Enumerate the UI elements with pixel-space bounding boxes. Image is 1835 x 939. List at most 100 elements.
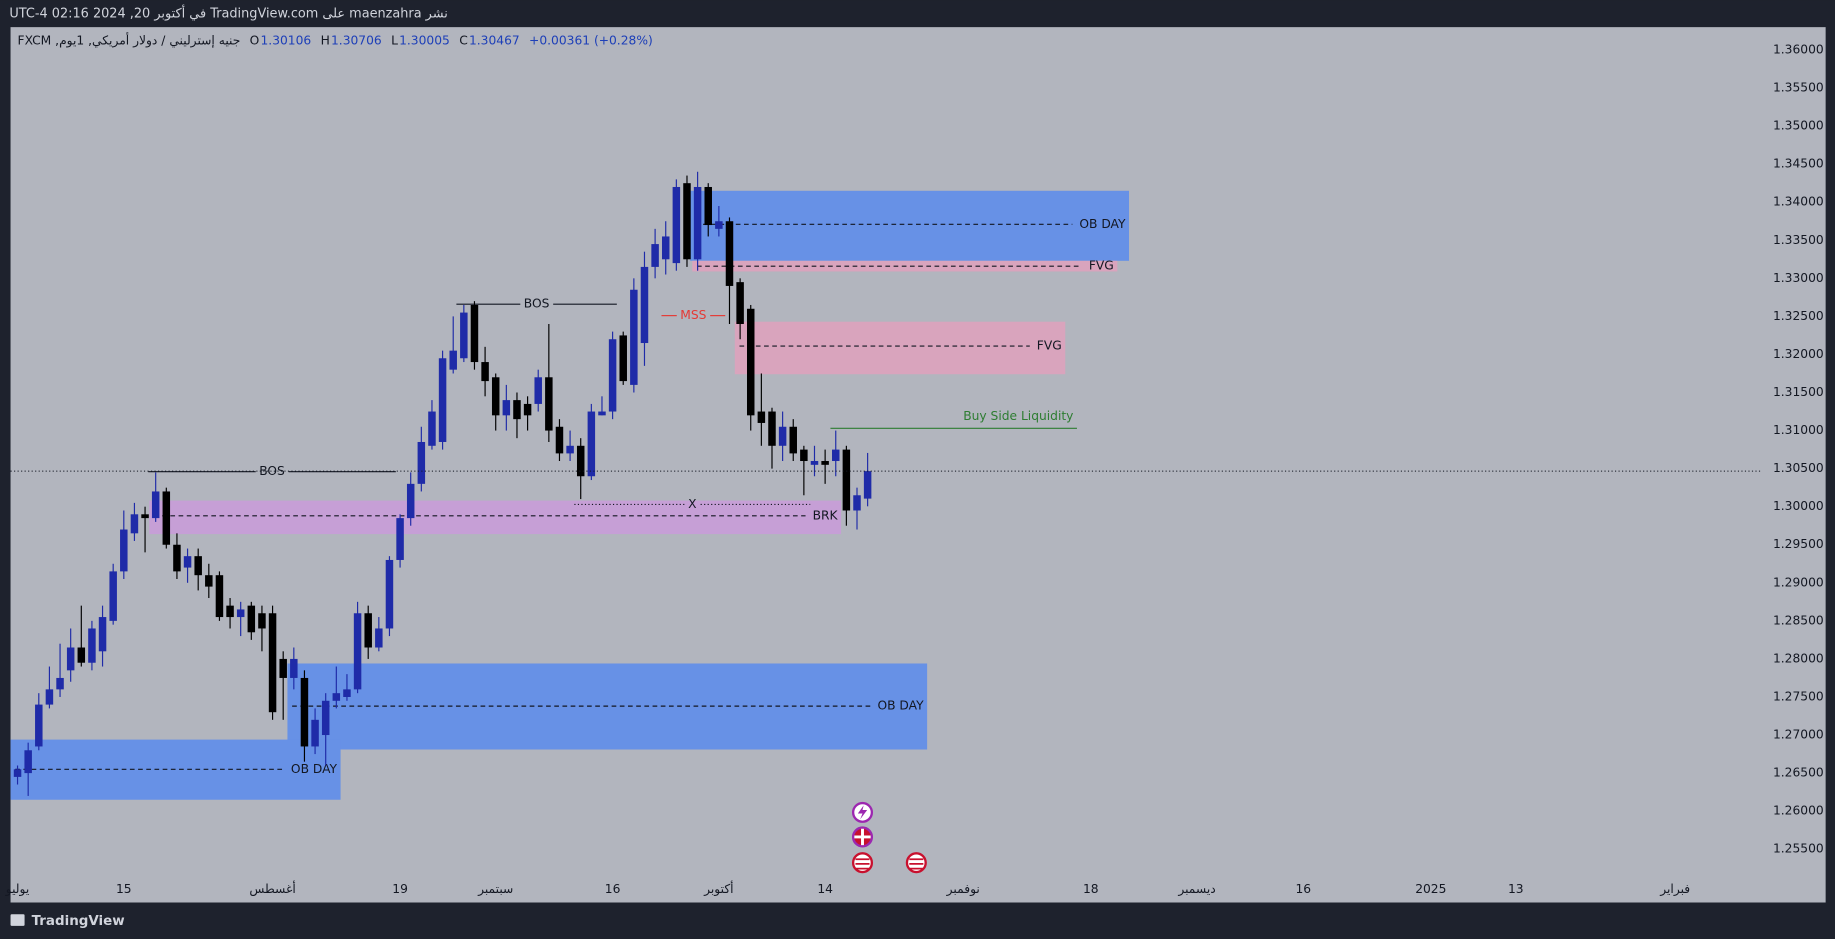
candle-body	[545, 377, 553, 431]
y-tick-label: 1.27000	[1773, 728, 1824, 742]
candle-body	[534, 377, 542, 404]
y-tick-label: 1.33500	[1773, 233, 1824, 247]
candle-body	[821, 461, 829, 465]
legend-symbol: جنيه إسترليني / دولار أمريكي, 1يوم, FXCM	[18, 33, 241, 49]
candle-body	[226, 605, 234, 618]
candle-body	[810, 461, 819, 465]
event-icons	[851, 801, 927, 874]
candle-body	[704, 186, 712, 226]
x-tick-label: سبتمبر	[477, 882, 513, 897]
x-tick-label: 16	[605, 882, 621, 896]
y-tick-label: 1.32000	[1773, 347, 1824, 361]
y-tick-label: 1.34500	[1773, 157, 1824, 171]
candle-body	[853, 495, 861, 511]
y-tick-label: 1.29000	[1773, 575, 1824, 589]
x-tick-label: 13	[1508, 882, 1524, 896]
candle-body	[693, 186, 702, 260]
candle-body	[290, 658, 298, 678]
legend-key: H	[321, 34, 330, 48]
candle-body	[353, 613, 362, 690]
candle-body	[630, 289, 638, 385]
y-tick-label: 1.34000	[1773, 195, 1824, 209]
x-tick-label: 14	[817, 882, 833, 896]
candle-body	[375, 628, 383, 648]
candle-body	[194, 556, 202, 576]
candle-body	[311, 719, 319, 747]
candle-body	[523, 403, 532, 416]
candle-body	[598, 411, 606, 416]
candle-body	[279, 658, 287, 678]
footer: TradingView	[10, 914, 125, 929]
candle-body	[332, 693, 341, 701]
candle-body	[268, 613, 277, 713]
x-tick-label: 2025	[1415, 882, 1446, 896]
candle-body	[162, 491, 171, 545]
candle-body	[672, 186, 681, 264]
event-icon[interactable]	[905, 852, 927, 874]
candle-body	[449, 350, 457, 370]
x-tick-label: ديسمبر	[1177, 882, 1215, 897]
zone	[734, 321, 1066, 375]
legend-value: 1.30005	[399, 34, 450, 48]
candle-body	[725, 221, 734, 286]
candle-body	[109, 571, 117, 621]
candle-body	[321, 700, 330, 736]
candle-body	[683, 183, 691, 260]
candle-body	[842, 449, 851, 511]
brand: TradingView	[32, 914, 125, 929]
candle-body	[205, 575, 213, 587]
candle-body	[651, 244, 659, 267]
candle-body	[130, 514, 139, 534]
candle-body	[715, 221, 723, 229]
candle-body	[502, 400, 511, 416]
candle-body	[576, 445, 585, 477]
candle-body	[151, 491, 160, 519]
event-icon-glyph	[857, 805, 868, 820]
candle-body	[385, 559, 394, 629]
candle-body	[45, 689, 54, 705]
annotation-label: Buy Side Liquidity	[963, 409, 1073, 423]
legend-change: +0.00361 (+0.28%)	[529, 34, 653, 48]
plot: 1.25500 1.26000 1.26500 1.27000 1.27500 1.280…	[5, 33, 1824, 897]
candle-body	[768, 411, 776, 446]
candle-body	[77, 647, 86, 663]
candle-body	[428, 411, 436, 446]
zone-label: OB DAY	[1079, 217, 1126, 231]
candle-body	[438, 358, 447, 442]
annotation-label: BOS	[259, 464, 285, 478]
candle-body	[460, 312, 468, 359]
candle-body	[640, 266, 649, 344]
candle-body	[183, 556, 192, 568]
x-tick-label: نوفمبر	[946, 882, 980, 897]
candle-body	[800, 449, 808, 462]
x-tick-label: يوليو	[5, 882, 30, 897]
candle-body	[863, 471, 872, 499]
annotation-label: BOS	[524, 297, 550, 311]
annotation-label: MSS	[680, 308, 706, 322]
y-tick-label: 1.27500	[1773, 689, 1824, 703]
x-tick-label: 16	[1295, 882, 1311, 896]
header: نشر maenzahra على TradingView.com في أكت…	[9, 5, 447, 22]
candle-body	[661, 236, 670, 260]
legend-key: C	[459, 34, 468, 48]
zone	[149, 500, 842, 535]
candle-body	[513, 400, 521, 420]
y-tick-label: 1.28000	[1773, 651, 1824, 665]
candle-body	[736, 282, 744, 324]
candle-body	[406, 483, 415, 519]
legend-key: L	[391, 34, 398, 48]
candle-body	[417, 441, 426, 484]
event-icon-glyph	[855, 858, 870, 870]
y-tick-label: 1.33000	[1773, 271, 1824, 285]
candle-body	[35, 704, 43, 747]
candle-body	[98, 617, 107, 652]
y-tick-label: 1.36000	[1773, 42, 1824, 56]
y-tick-label: 1.30500	[1773, 461, 1824, 475]
zone-label: OB DAY	[291, 762, 338, 776]
candle-body	[141, 514, 149, 519]
candle-body	[491, 377, 500, 416]
event-icon[interactable]	[851, 852, 874, 874]
candle-body	[789, 426, 797, 454]
candle-body	[88, 628, 96, 663]
candle-body	[832, 449, 840, 462]
